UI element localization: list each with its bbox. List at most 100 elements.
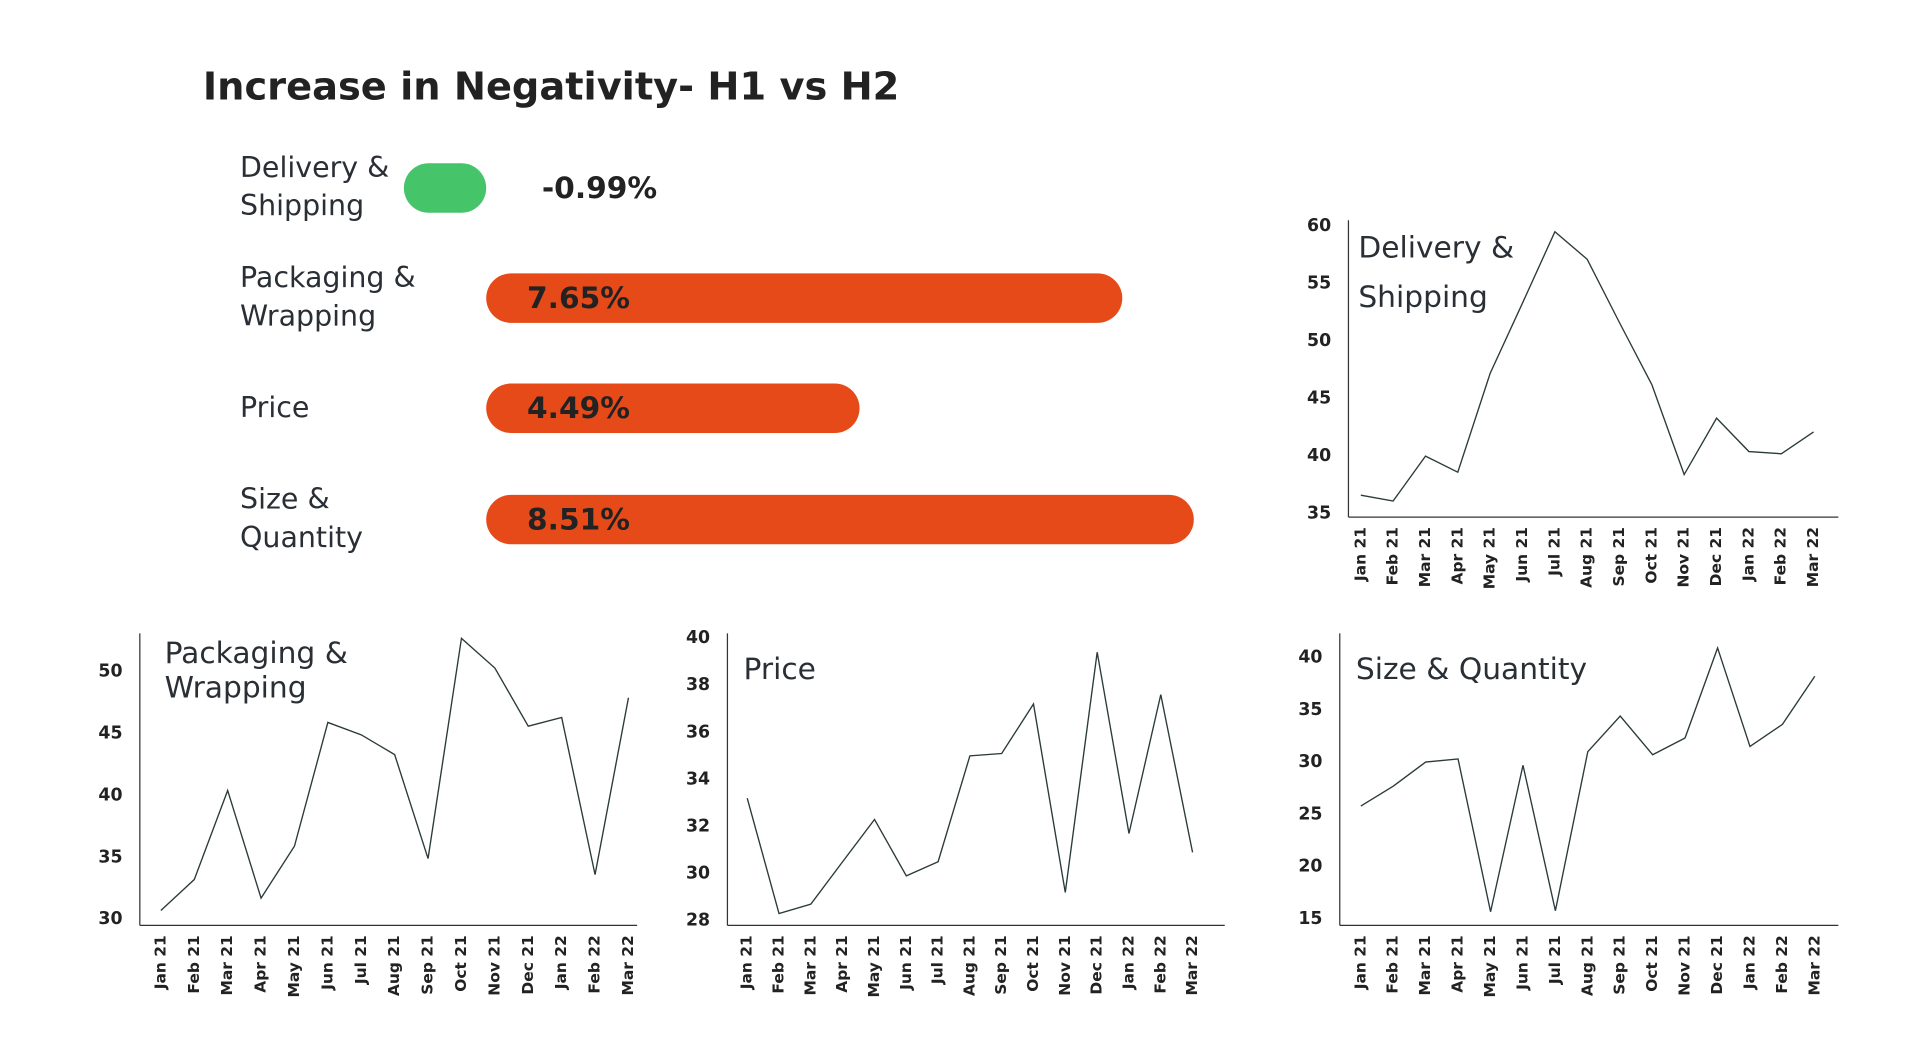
category-label: Packaging & Wrapping bbox=[240, 262, 416, 333]
y-tick-label: 20 bbox=[1298, 857, 1322, 877]
x-tick-label: Aug 21 bbox=[1578, 935, 1596, 996]
x-tick-label: Feb 22 bbox=[1151, 935, 1169, 993]
y-tick-label: 50 bbox=[98, 662, 122, 682]
bar bbox=[486, 494, 1194, 545]
x-tick-label: Oct 21 bbox=[1643, 935, 1661, 992]
value-label: 7.65% bbox=[527, 280, 630, 315]
x-tick-label: Oct 21 bbox=[1642, 527, 1660, 584]
x-tick-label: Feb 22 bbox=[1772, 527, 1790, 585]
y-tick-label: 32 bbox=[686, 816, 710, 836]
x-tick-label: Nov 21 bbox=[1676, 935, 1694, 996]
x-tick-label: Jan 22 bbox=[1739, 527, 1757, 582]
y-tick-label: 55 bbox=[1307, 273, 1331, 293]
x-tick-label: Jan 21 bbox=[1351, 527, 1369, 582]
x-tick-label: Jul 21 bbox=[1546, 935, 1564, 985]
y-tick-label: 40 bbox=[1307, 446, 1331, 466]
y-tick-label: 40 bbox=[686, 628, 710, 648]
y-tick-label: 35 bbox=[1298, 700, 1322, 720]
panel-title-box: Packaging & Wrapping bbox=[164, 635, 348, 706]
y-tick-label: 35 bbox=[98, 847, 122, 867]
x-tick-label: Jun 21 bbox=[897, 935, 915, 991]
dashboard-title: Increase in Negativity- H1 vs H2 bbox=[203, 65, 899, 110]
x-tick-label: Jun 21 bbox=[318, 935, 336, 991]
x-tick-label: Aug 21 bbox=[960, 935, 978, 996]
panel-title-box: Delivery & Shipping bbox=[1358, 230, 1515, 315]
x-tick-label: Apr 21 bbox=[1448, 527, 1466, 585]
y-tick-label: 25 bbox=[1298, 804, 1322, 824]
x-tick-label: Feb 22 bbox=[1773, 935, 1791, 993]
y-tick-label: 38 bbox=[686, 675, 710, 695]
category-label: Price bbox=[240, 391, 310, 424]
panel-title-box: Price bbox=[743, 651, 816, 687]
bar bbox=[403, 163, 487, 213]
category-label-box: Size & Quantity bbox=[240, 483, 363, 555]
x-tick-label: Nov 21 bbox=[485, 935, 503, 996]
y-tick-label: 45 bbox=[98, 724, 122, 744]
x-tick-label: Feb 21 bbox=[1384, 935, 1402, 993]
x-tick-label: Jan 22 bbox=[1740, 935, 1758, 990]
y-tick-label: 36 bbox=[686, 722, 710, 742]
y-tick-label: 30 bbox=[1298, 752, 1322, 772]
x-tick-label: Jul 21 bbox=[1545, 527, 1563, 577]
x-tick-label: Nov 21 bbox=[1675, 527, 1693, 588]
x-tick-label: Sep 21 bbox=[1611, 935, 1629, 995]
x-tick-label: Feb 21 bbox=[185, 935, 203, 993]
x-tick-label: Jan 21 bbox=[1351, 935, 1369, 990]
panel-title: Delivery & Shipping bbox=[1358, 230, 1515, 315]
x-tick-label: Apr 21 bbox=[1449, 935, 1467, 993]
line-series bbox=[1360, 645, 1816, 912]
x-tick-label: Jan 21 bbox=[151, 935, 169, 990]
panel-title: Size & Quantity bbox=[1355, 651, 1588, 687]
x-tick-label: Mar 21 bbox=[1416, 935, 1434, 995]
x-tick-label: Feb 22 bbox=[586, 935, 604, 993]
x-tick-label: Dec 21 bbox=[1708, 935, 1726, 994]
y-tick-label: 15 bbox=[1298, 909, 1322, 929]
x-tick-label: Jun 21 bbox=[1513, 935, 1531, 991]
x-tick-label: Jan 22 bbox=[1119, 935, 1137, 990]
x-tick-label: May 21 bbox=[285, 935, 303, 997]
x-tick-label: May 21 bbox=[865, 935, 883, 997]
x-tick-label: Mar 21 bbox=[218, 935, 236, 995]
value-label: 4.49% bbox=[527, 390, 630, 425]
category-label-box: Packaging & Wrapping bbox=[240, 262, 416, 333]
y-tick-label: 50 bbox=[1307, 331, 1331, 351]
panel-title: Packaging & Wrapping bbox=[164, 635, 348, 706]
x-tick-label: May 21 bbox=[1481, 935, 1499, 997]
x-tick-label: Feb 21 bbox=[1384, 527, 1402, 585]
panel-title: Price bbox=[743, 651, 816, 687]
category-label-box: Delivery & Shipping bbox=[240, 152, 390, 223]
x-tick-label: Dec 21 bbox=[1088, 935, 1106, 994]
x-tick-label: Jan 21 bbox=[738, 935, 756, 990]
y-tick-label: 34 bbox=[686, 769, 710, 789]
x-tick-label: Jun 21 bbox=[1513, 527, 1531, 583]
line-series bbox=[1360, 230, 1814, 502]
x-tick-label: Aug 21 bbox=[1578, 527, 1596, 588]
x-tick-label: Mar 21 bbox=[1416, 527, 1434, 587]
x-tick-label: Apr 21 bbox=[833, 935, 851, 993]
y-tick-label: 60 bbox=[1307, 216, 1331, 236]
x-tick-label: Feb 21 bbox=[770, 935, 788, 993]
y-tick-label: 35 bbox=[1307, 504, 1331, 524]
category-label-box: Price bbox=[240, 391, 310, 424]
x-tick-label: Aug 21 bbox=[385, 935, 403, 996]
x-tick-label: Sep 21 bbox=[419, 935, 437, 995]
y-tick-label: 30 bbox=[98, 909, 122, 929]
category-label: Size & Quantity bbox=[240, 483, 363, 555]
line-series bbox=[746, 652, 1194, 915]
x-tick-label: Mar 22 bbox=[1805, 935, 1823, 995]
y-tick-label: 40 bbox=[1298, 647, 1322, 667]
x-tick-label: Dec 21 bbox=[1707, 527, 1725, 586]
x-tick-label: Apr 21 bbox=[252, 935, 270, 993]
bar bbox=[486, 383, 860, 433]
x-tick-label: Mar 22 bbox=[1804, 527, 1822, 587]
x-tick-label: Jul 21 bbox=[352, 935, 370, 985]
category-label: Delivery & Shipping bbox=[240, 152, 390, 223]
x-tick-label: Oct 21 bbox=[1024, 935, 1042, 992]
panel-title-box: Size & Quantity bbox=[1355, 651, 1588, 687]
x-tick-label: Dec 21 bbox=[519, 935, 537, 994]
y-tick-label: 40 bbox=[98, 785, 122, 805]
x-tick-label: Jul 21 bbox=[929, 935, 947, 985]
x-tick-label: Sep 21 bbox=[1610, 527, 1628, 587]
value-label: -0.99% bbox=[542, 170, 657, 205]
